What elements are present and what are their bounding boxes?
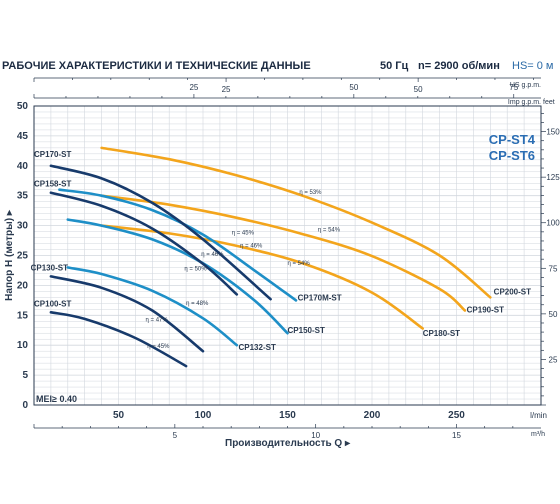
series-label-cp150-st: CP150-ST xyxy=(288,326,325,335)
y-tick-label: 40 xyxy=(17,161,29,172)
us-gpm-tick-label: 75 xyxy=(509,83,518,92)
y-axis-title: Напор H (метры) ▸ xyxy=(4,209,15,301)
feet-tick-label: 125 xyxy=(546,173,560,182)
curve-cp170-st xyxy=(49,164,272,301)
y-tick-label: 30 xyxy=(17,221,29,232)
feet-tick-label: 75 xyxy=(549,264,558,273)
curve-cp150-st xyxy=(66,218,289,335)
feet-tick-label: 50 xyxy=(549,310,558,319)
curve-cp158-st xyxy=(49,191,239,296)
y-tick-label: 10 xyxy=(17,340,29,351)
efficiency-label: η = 46% xyxy=(240,244,263,250)
frequency-label: 50 Гц xyxy=(380,60,409,72)
legend-title-st4: CP-ST4 xyxy=(489,132,536,147)
series-label-cp170-st: CP170-ST xyxy=(34,150,71,159)
series-label-cp180-st: CP180-ST xyxy=(423,329,460,338)
curve-cp100-st xyxy=(49,311,188,368)
efficiency-label: η = 47% xyxy=(146,317,169,323)
us-gpm-tick-label: 50 xyxy=(349,83,358,92)
curve-cp200-st xyxy=(100,146,492,299)
series-label-cp170m-st: CP170M-ST xyxy=(298,293,342,302)
imp-gpm-tick-label: 50 xyxy=(414,85,423,94)
y-tick-label: 15 xyxy=(17,310,29,321)
curve-cp190-st xyxy=(100,194,467,312)
feet-tick-label: 25 xyxy=(549,355,558,364)
curve-cp130-st xyxy=(49,275,205,353)
x-tick-label: 150 xyxy=(279,410,296,421)
y-tick-label: 20 xyxy=(17,280,29,291)
imp-gpm-tick-label: 25 xyxy=(222,85,231,94)
y-tick-label: 5 xyxy=(22,370,28,381)
efficiency-label: η = 46% xyxy=(201,252,224,258)
feet-tick-label: 150 xyxy=(546,128,560,137)
y-tick-label: 0 xyxy=(22,400,28,411)
feet-unit-label: feet xyxy=(543,99,555,106)
mei-label: MEI≥ 0.40 xyxy=(36,394,77,404)
curve-cp132-st xyxy=(66,266,239,347)
imp-gpm-unit-label: Imp g.p.m. xyxy=(508,99,541,106)
m3h-tick-label: 15 xyxy=(452,431,461,440)
speed-label: n= 2900 об/мин xyxy=(418,60,500,72)
efficiency-label: η = 54% xyxy=(288,261,311,267)
x-tick-label: 250 xyxy=(448,410,465,421)
y-tick-label: 50 xyxy=(17,101,29,112)
efficiency-label: η = 50% xyxy=(184,266,207,272)
series-label-cp190-st: CP190-ST xyxy=(467,305,504,314)
us-gpm-unit-label: US g.p.m. xyxy=(510,82,541,89)
efficiency-label: η = 54% xyxy=(318,228,341,234)
x-axis-title: Производительность Q ▸ xyxy=(225,438,351,449)
m3h-unit-label: m³/h xyxy=(531,431,545,438)
efficiency-label: η = 48% xyxy=(186,301,209,307)
x-tick-label: 100 xyxy=(195,410,212,421)
us-gpm-tick-label: 25 xyxy=(189,83,198,92)
efficiency-label: η = 45% xyxy=(147,344,170,350)
chart-header-title: РАБОЧИЕ ХАРАКТЕРИСТИКИ И ТЕХНИЧЕСКИЕ ДАН… xyxy=(2,60,311,72)
hs-label: HS= 0 м xyxy=(512,60,554,72)
m3h-tick-label: 10 xyxy=(311,431,320,440)
series-label-cp130-st: CP130-ST xyxy=(31,263,68,272)
x-tick-label: 50 xyxy=(113,410,125,421)
y-tick-label: 35 xyxy=(17,191,29,202)
series-label-cp100-st: CP100-ST xyxy=(34,299,71,308)
m3h-tick-label: 5 xyxy=(173,431,178,440)
series-label-cp158-st: CP158-ST xyxy=(34,180,71,189)
plot-frame xyxy=(33,105,542,406)
x-tick-label: 200 xyxy=(364,410,381,421)
curve-cp180-st xyxy=(100,224,424,330)
y-tick-label: 25 xyxy=(17,251,29,262)
legend-title-st6: CP-ST6 xyxy=(489,148,535,163)
series-label-cp200-st: CP200-ST xyxy=(494,287,531,296)
efficiency-label: η = 53% xyxy=(299,190,322,196)
x-unit-label: l/min xyxy=(530,411,547,420)
efficiency-label: η = 45% xyxy=(232,231,255,237)
y-tick-label: 45 xyxy=(17,131,29,142)
feet-tick-label: 100 xyxy=(546,219,560,228)
series-label-cp132-st: CP132-ST xyxy=(238,343,275,352)
